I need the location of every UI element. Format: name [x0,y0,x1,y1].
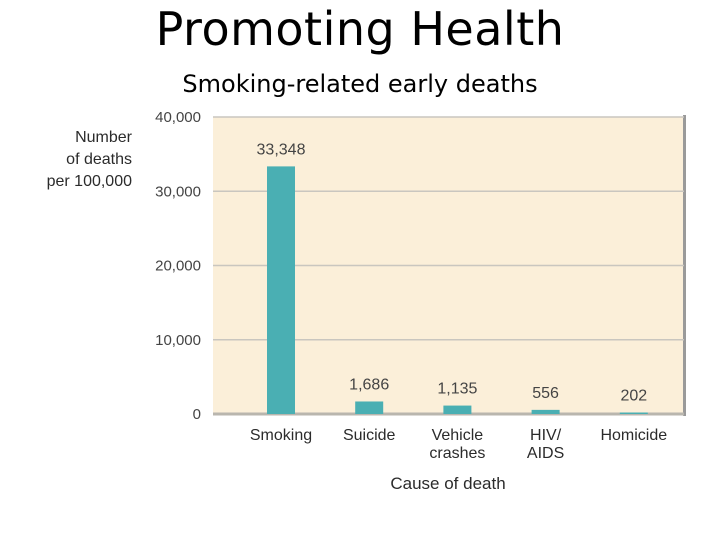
y-axis-label: Number of deaths per 100,000 [47,129,133,190]
y-tick-label: 0 [193,406,201,423]
category-label: Vehicle crashes [429,427,485,462]
bar [619,412,648,414]
category-label: HIV/AIDS [527,427,564,462]
category-label: Homicide [600,427,667,444]
bar [355,401,384,414]
data-label: 1,686 [349,376,389,393]
y-tick-label: 40,000 [155,109,201,126]
data-label: 1,135 [437,381,477,398]
slide-subtitle: Smoking-related early deaths [182,70,538,98]
plot-edge [683,115,686,416]
y-tick-label: 20,000 [155,258,201,275]
slide-title: Promoting Health [155,2,565,56]
data-label: 556 [532,385,559,402]
x-axis-label: Cause of death [390,474,505,493]
bar [267,166,295,414]
bar [531,409,560,414]
category-label: Smoking [250,427,312,444]
bar [443,405,472,414]
data-label: 33,348 [257,141,306,158]
data-label: 202 [620,388,647,405]
category-label: Suicide [343,427,396,444]
y-tick-label: 30,000 [155,183,201,200]
y-tick-label: 10,000 [155,332,201,349]
